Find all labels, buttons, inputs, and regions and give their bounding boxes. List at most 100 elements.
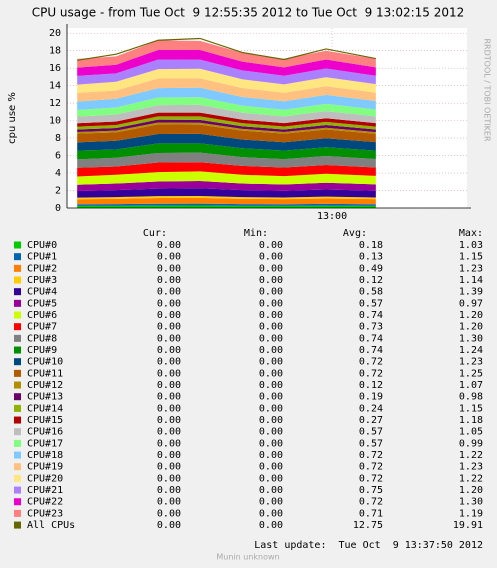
legend-value: 0.00 <box>259 473 283 484</box>
legend-value: 1.24 <box>459 345 483 356</box>
legend-value: 0.00 <box>157 462 181 473</box>
legend-value: 0.00 <box>259 345 283 356</box>
legend-value: 0.19 <box>359 392 383 403</box>
legend-name: CPU#18 <box>27 450 63 461</box>
legend-name: CPU#22 <box>27 497 63 508</box>
legend-name: CPU#9 <box>27 345 57 356</box>
legend-value: 0.73 <box>359 322 383 333</box>
legend-value: 0.00 <box>157 403 181 414</box>
y-tick-label: 12 <box>49 98 61 109</box>
area <box>77 122 376 134</box>
legend-value: 0.57 <box>359 438 383 449</box>
legend-value: 0.00 <box>259 357 283 368</box>
legend-swatch <box>14 381 21 389</box>
legend-name: CPU#1 <box>27 252 57 263</box>
legend-value: 1.30 <box>459 333 483 344</box>
legend-value: 0.00 <box>259 252 283 263</box>
legend-name: CPU#14 <box>27 403 63 414</box>
y-tick-label: 10 <box>49 116 61 127</box>
legend-value: 0.00 <box>259 240 283 251</box>
legend-value: 1.20 <box>459 322 483 333</box>
legend-name: CPU#15 <box>27 415 63 426</box>
legend-header: Max: <box>459 228 483 239</box>
legend-value: 0.00 <box>157 497 181 508</box>
legend-value: 1.20 <box>459 310 483 321</box>
legend-value: 0.00 <box>157 368 181 379</box>
legend-swatch <box>14 404 21 412</box>
legend-swatch <box>14 288 21 296</box>
legend-value: 0.00 <box>259 485 283 496</box>
legend-value: 0.00 <box>157 520 181 531</box>
legend-value: 0.49 <box>359 263 383 274</box>
legend-value: 0.71 <box>359 508 383 519</box>
legend-value: 19.91 <box>453 520 483 531</box>
legend-value: 0.99 <box>459 438 483 449</box>
legend-value: 0.00 <box>157 298 181 309</box>
legend-value: 0.00 <box>157 287 181 298</box>
legend-value: 0.13 <box>359 252 383 263</box>
legend-swatch <box>14 474 21 482</box>
legend-value: 0.18 <box>359 240 383 251</box>
legend-value: 0.72 <box>359 368 383 379</box>
legend-value: 0.72 <box>359 450 383 461</box>
x-tick-label: 13:00 <box>317 211 347 222</box>
area <box>77 97 376 117</box>
legend-swatch <box>14 299 21 307</box>
legend-value: 0.75 <box>359 485 383 496</box>
area <box>77 197 376 205</box>
legend-value: 0.00 <box>157 427 181 438</box>
legend-value: 0.00 <box>157 263 181 274</box>
legend-name: CPU#8 <box>27 333 57 344</box>
legend-name: CPU#5 <box>27 298 57 309</box>
legend-name: CPU#7 <box>27 322 57 333</box>
legend-value: 0.00 <box>157 322 181 333</box>
legend-value: 0.00 <box>259 415 283 426</box>
legend-value: 0.00 <box>259 520 283 531</box>
watermark: RRDTOOL / TOBI OETIKER <box>483 38 492 141</box>
legend-value: 0.00 <box>157 508 181 519</box>
legend-name: CPU#17 <box>27 438 63 449</box>
legend-value: 0.00 <box>259 497 283 508</box>
legend-name: CPU#6 <box>27 310 57 321</box>
area <box>77 181 376 191</box>
area <box>77 116 376 130</box>
legend-name: CPU#13 <box>27 392 63 403</box>
legend-name: CPU#12 <box>27 380 63 391</box>
area <box>77 124 376 143</box>
legend-value: 1.23 <box>459 263 483 274</box>
legend-value: 0.57 <box>359 298 383 309</box>
legend-value: 0.00 <box>259 263 283 274</box>
legend-swatch <box>14 311 21 319</box>
legend-name: CPU#11 <box>27 368 63 379</box>
legend-value: 0.98 <box>459 392 483 403</box>
area <box>77 162 376 177</box>
area <box>77 59 376 85</box>
footer: Munin unknown <box>216 553 279 562</box>
legend-value: 0.57 <box>359 427 383 438</box>
legend-value: 12.75 <box>353 520 383 531</box>
legend-name: CPU#2 <box>27 263 57 274</box>
chart-title: CPU usage - from Tue Oct 9 12:55:35 2012… <box>32 6 465 20</box>
legend-value: 0.74 <box>359 310 383 321</box>
area <box>77 104 376 124</box>
area <box>77 133 376 151</box>
y-axis-label: cpu use % <box>7 92 18 144</box>
legend-value: 1.23 <box>459 462 483 473</box>
legend-name: CPU#16 <box>27 427 63 438</box>
area <box>77 188 376 198</box>
legend-swatch <box>14 264 21 272</box>
legend-swatch <box>14 498 21 506</box>
legend-value: 0.00 <box>157 345 181 356</box>
legend-value: 0.00 <box>259 322 283 333</box>
legend-value: 0.00 <box>157 392 181 403</box>
y-tick-label: 18 <box>49 46 61 57</box>
legend-swatch <box>14 416 21 424</box>
legend-value: 0.00 <box>259 368 283 379</box>
legend-value: 0.00 <box>259 310 283 321</box>
legend-value: 0.00 <box>259 287 283 298</box>
legend-value: 0.00 <box>157 438 181 449</box>
legend-value: 0.72 <box>359 473 383 484</box>
legend-value: 0.00 <box>259 403 283 414</box>
legend-header: Cur: <box>143 228 167 239</box>
